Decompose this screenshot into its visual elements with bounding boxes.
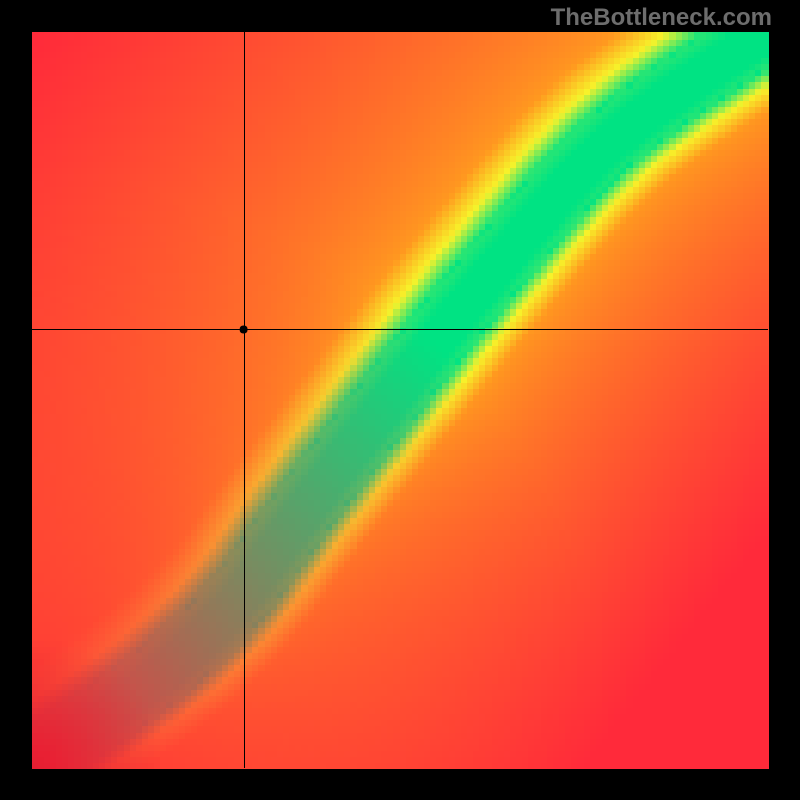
watermark-label: TheBottleneck.com xyxy=(551,4,772,32)
bottleneck-heatmap xyxy=(0,0,800,800)
chart-container: { "meta": { "source_label": "TheBottlene… xyxy=(0,0,800,800)
